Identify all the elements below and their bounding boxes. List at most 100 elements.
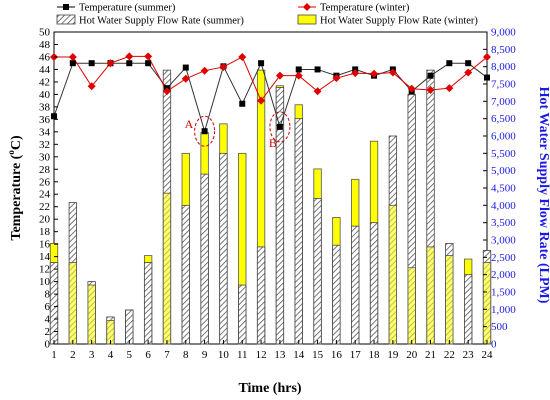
x-tick-label-3: 3 [89, 349, 95, 361]
y-left-tick-label-8: 8 [45, 289, 51, 301]
plot-frame [53, 31, 488, 345]
y-left-tick-label-22: 22 [39, 201, 50, 213]
point-summer-5 [126, 60, 133, 67]
point-winter-8 [181, 74, 190, 83]
annotation-circle-A [194, 115, 216, 147]
y-left-tick-label-12: 12 [39, 264, 50, 276]
point-winter-14 [294, 71, 303, 80]
x-tick-label-11: 11 [237, 349, 248, 361]
point-winter-22 [445, 84, 454, 93]
y-right-tick-label-4500: 4,500 [491, 183, 516, 195]
x-tick-label-2: 2 [70, 349, 76, 361]
bar-winter-21 [426, 246, 435, 345]
y-right-tick-label-3000: 3,000 [491, 235, 516, 247]
y-left-tick-label-6: 6 [45, 301, 51, 313]
annotation-label-A: A [185, 117, 194, 131]
bar-summer-6 [143, 262, 153, 345]
point-summer-6 [145, 60, 152, 67]
point-summer-15 [314, 66, 321, 73]
x-tick-label-15: 15 [312, 349, 324, 361]
legend: Temperature (summer) Temperature (winter)… [56, 3, 478, 27]
x-axis-title: Time (hrs) [238, 381, 301, 396]
legend-item-3: Hot Water Supply Flow Rate (summer) [56, 14, 244, 27]
legend-item-4: Hot Water Supply Flow Rate (winter) [297, 14, 478, 27]
x-tick-label-23: 23 [463, 349, 475, 361]
y-right-tick-label-6500: 6,500 [491, 113, 516, 125]
x-tick-label-4: 4 [108, 349, 114, 361]
legend-label-2: Temperature (winter) [320, 3, 410, 14]
point-winter-16 [332, 74, 341, 83]
x-tick-label-24: 24 [482, 349, 494, 361]
legend-label-4: Hot Water Supply Flow Rate (winter) [320, 16, 478, 27]
y-right-tick-label-2000: 2,000 [491, 269, 516, 281]
point-summer-21 [427, 72, 434, 79]
point-winter-13 [275, 71, 284, 80]
point-winter-6 [144, 52, 153, 61]
x-tick-label-21: 21 [425, 349, 436, 361]
y-right-tick-label-4000: 4,000 [491, 200, 516, 212]
y-right-tick-label-7500: 7,500 [491, 79, 516, 91]
y-left-tick-label-0: 0 [45, 339, 51, 351]
bars-layer [49, 69, 492, 345]
bar-winter-7 [162, 192, 172, 345]
y-left-tick-label-34: 34 [39, 126, 51, 138]
point-summer-8 [182, 64, 189, 71]
point-winter-7 [162, 87, 171, 96]
x-tick-label-6: 6 [145, 349, 151, 361]
y-left-tick-label-16: 16 [39, 239, 51, 251]
x-tick-label-22: 22 [444, 349, 455, 361]
point-summer-22 [446, 60, 453, 67]
y-left-tick-label-50: 50 [39, 27, 51, 39]
x-tick-label-13: 13 [274, 349, 286, 361]
y-left-tick-label-30: 30 [39, 151, 51, 163]
point-summer-14 [295, 66, 302, 73]
point-winter-2 [68, 52, 77, 61]
point-summer-9 [201, 128, 208, 135]
y-left-tick-label-44: 44 [39, 64, 51, 76]
y-left-tick-label-38: 38 [39, 101, 51, 113]
bar-summer-18 [369, 222, 379, 345]
bar-summer-17 [351, 225, 360, 345]
legend-label-1: Temperature (summer) [79, 3, 176, 14]
bar-summer-14 [294, 118, 303, 345]
point-winter-15 [313, 87, 322, 96]
bar-summer-5 [125, 309, 134, 345]
y-left-tick-label-24: 24 [39, 189, 51, 201]
y-left-tick-label-26: 26 [39, 176, 51, 188]
point-winter-4 [106, 59, 115, 68]
y-left-tick-label-18: 18 [39, 226, 51, 238]
bar-summer-15 [313, 197, 322, 345]
bar-winter-20 [407, 267, 416, 345]
y-left-tick-label-48: 48 [39, 39, 51, 51]
y-right-tick-label-3500: 3,500 [491, 217, 516, 229]
legend-swatch-4 [297, 14, 317, 25]
point-winter-23 [464, 68, 473, 77]
y-axis-right-title: Hot Water Supply Flow Rate (LPM) [536, 87, 550, 304]
legend-marker-1 [63, 4, 69, 10]
point-winter-21 [426, 86, 435, 95]
y-left-tick-label-32: 32 [39, 139, 50, 151]
point-summer-11 [239, 100, 246, 107]
y-axis-left-title-suffix: C) [9, 135, 24, 150]
bar-winter-22 [445, 255, 454, 345]
point-winter-24 [483, 52, 491, 61]
point-winter-18 [370, 69, 379, 78]
x-tick-label-16: 16 [331, 349, 343, 361]
y-right-tick-label-1000: 1,000 [491, 304, 516, 316]
x-tick-label-18: 18 [369, 349, 381, 361]
y-left-tick-label-14: 14 [39, 251, 51, 263]
y-left-tick-label-28: 28 [39, 164, 51, 176]
annotation-label-B: B [269, 136, 277, 150]
y-right-tick-label-8500: 8,500 [491, 44, 516, 56]
x-tick-label-17: 17 [350, 349, 362, 361]
point-summer-23 [465, 60, 472, 67]
bar-summer-16 [332, 244, 341, 345]
y-left-tick-label-40: 40 [39, 89, 51, 101]
y-right-tick-label-9000: 9,000 [491, 27, 516, 39]
legend-marker-2 [303, 3, 311, 11]
point-winter-12 [257, 96, 266, 105]
x-tick-label-8: 8 [183, 349, 189, 361]
y-right-tick-label-0: 0 [491, 339, 497, 351]
bar-winter-19 [388, 204, 398, 345]
